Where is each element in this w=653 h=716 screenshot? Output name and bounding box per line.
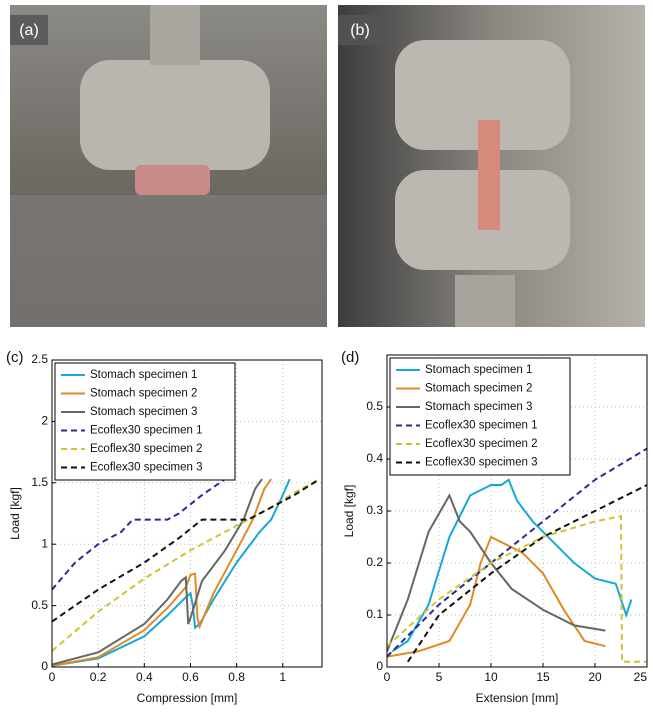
x-tick-label: 20: [588, 670, 602, 684]
y-axis-label: Load [kgf]: [342, 485, 356, 538]
data-line: [406, 484, 647, 663]
y-tick-label: 0.5: [31, 598, 48, 612]
data-line: [391, 478, 633, 653]
legend-box: [54, 362, 236, 481]
legend-label: Stomach specimen 1: [425, 364, 532, 376]
x-tick-label: 0: [49, 670, 56, 684]
y-tick-label: 0.5: [366, 399, 383, 413]
legend-label: Ecoflex30 specimen 3: [425, 457, 538, 469]
x-tick-label: 0.6: [182, 670, 199, 684]
y-tick-label: 0: [376, 659, 383, 673]
photo-label: (a): [19, 22, 39, 39]
data-line: [387, 514, 647, 663]
series-group: [52, 478, 321, 667]
x-tick-label: 0.8: [228, 670, 245, 684]
x-tick-label: 1: [279, 670, 286, 684]
data-line: [387, 535, 606, 658]
panel-label: (c): [6, 349, 24, 366]
legend: Stomach specimen 1 Stomach specimen 2 Stom…: [54, 362, 236, 481]
x-tick-label: 15: [536, 670, 550, 684]
photo-label: (b): [350, 22, 370, 39]
legend-label: Stomach specimen 2: [90, 388, 197, 400]
y-tick-label: 0.4: [366, 451, 383, 465]
y-tick-label: 0.2: [366, 555, 383, 569]
series-group: [387, 447, 647, 663]
y-tick-label: 2.5: [31, 352, 48, 366]
y-axis-label: Load [kgf]: [8, 487, 22, 540]
legend: Stomach specimen 1 Stomach specimen 2 Stom…: [389, 357, 571, 476]
legend-box: [389, 357, 571, 476]
legend-label: Ecoflex30 specimen 1: [425, 420, 538, 432]
legend-label: Ecoflex30 specimen 2: [90, 443, 203, 455]
x-tick-label: 25: [634, 670, 648, 684]
y-tick-label: 2: [41, 414, 48, 428]
legend-label: Stomach specimen 1: [90, 369, 197, 381]
data-line: [387, 493, 606, 652]
y-tick-label: 0.1: [366, 607, 383, 621]
data-line: [52, 478, 273, 667]
x-tick-label: 0.4: [136, 670, 153, 684]
data-line: [52, 478, 321, 623]
x-axis-label: Compression [mm]: [137, 691, 238, 705]
x-axis-label: Extension [mm]: [476, 691, 559, 705]
photo-a: (a): [10, 5, 327, 327]
x-tick-label: 10: [484, 670, 498, 684]
x-tick-label: 5: [436, 670, 443, 684]
legend-label: Stomach specimen 3: [425, 401, 532, 413]
plot: 0 0.2 0.4 0.6 0.8 1 0 0.5 1 1.5 2 2.5 Stomach specim…: [6, 349, 323, 705]
data-line: [52, 478, 291, 667]
legend-label: Ecoflex30 specimen 1: [90, 425, 203, 437]
legend-label: Ecoflex30 specimen 3: [90, 462, 203, 474]
legend-label: Stomach specimen 2: [425, 383, 532, 395]
y-tick-label: 0.3: [366, 503, 383, 517]
y-tick-label: 1.5: [31, 475, 48, 489]
legend-label: Stomach specimen 3: [90, 406, 197, 418]
plot-frame: [51, 359, 323, 668]
data-line: [387, 447, 647, 658]
plot: 0 5 10 15 20 25 0 0.1 0.2 0.3 0.4 0.5 Stomach specim…: [341, 349, 648, 705]
panel-label: (d): [341, 349, 359, 366]
y-tick-label: 0: [41, 659, 48, 673]
x-tick-label: 0: [384, 670, 391, 684]
data-line: [52, 478, 226, 591]
y-tick-label: 1: [41, 536, 48, 550]
x-tick-label: 0.2: [90, 670, 107, 684]
legend-label: Ecoflex30 specimen 2: [425, 438, 538, 450]
data-line: [52, 478, 321, 652]
plot-frame: [386, 354, 648, 668]
photo-b: (b): [338, 5, 645, 327]
